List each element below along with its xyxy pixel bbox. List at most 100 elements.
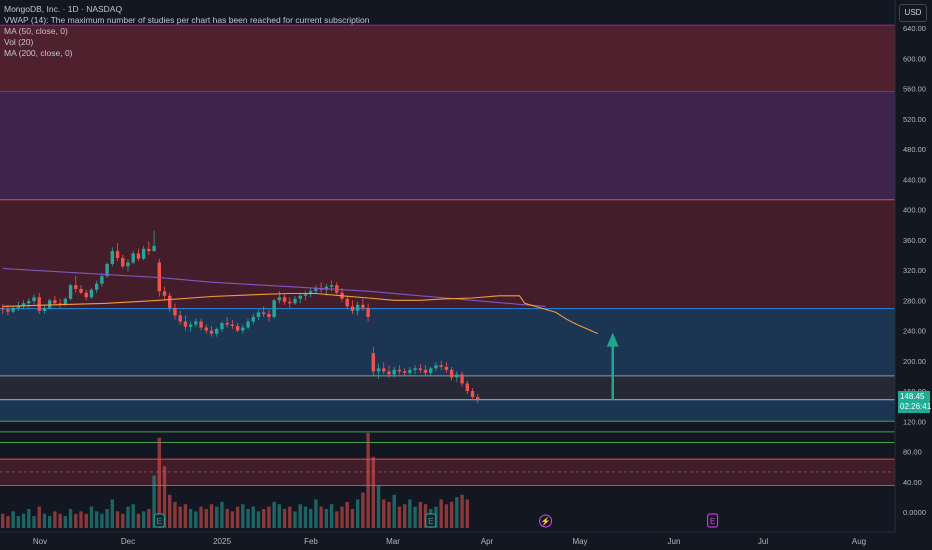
candle-body [408,369,412,373]
volume-bar [89,506,94,528]
zone-4 [0,375,895,401]
candle-body [429,368,433,373]
candle-body [47,300,52,308]
ma200-line [2,267,546,307]
x-tick-label: Dec [121,537,135,546]
zone-5 [0,400,895,422]
candle-body [366,307,370,317]
volume-bar [21,513,26,528]
candle-body [449,369,454,378]
volume-bar [131,504,135,528]
earnings-e-icon[interactable] [425,513,437,528]
candle-body [267,313,271,317]
y-tick-label: 440.00 [903,175,926,184]
volume-bar [115,511,120,528]
candle-body [147,248,151,252]
volume-bar [262,509,266,528]
volume-bar [147,509,151,528]
candle-body [262,312,266,314]
last-price-value: 148.45 [900,392,925,401]
y-tick-label: 40.00 [903,478,922,487]
volume-bar [37,506,41,528]
candle-body [235,326,240,331]
candle-body [11,307,15,312]
candle-body [225,322,229,325]
candle-body [439,365,443,367]
y-tick-label: 640.00 [903,24,926,33]
candle-body [329,285,334,287]
candle-body [282,297,287,302]
candle-body [434,365,438,369]
earnings-label: E [710,517,715,526]
volume-bar [439,499,443,528]
volume-bar [225,509,229,528]
candle-body [314,288,318,292]
volume-bar [63,516,68,528]
candle-body [115,251,120,258]
candle-body [136,253,141,259]
up-arrow-head-icon[interactable] [606,332,619,347]
volume-bar [32,516,36,528]
volume-bar [387,501,391,528]
zone-6 [0,459,895,486]
volume-bar [183,504,188,528]
candle-body [293,298,297,304]
candle-body [298,295,302,299]
candle-body [188,324,193,327]
candle-body [215,329,219,334]
candle-body [470,391,475,398]
y-tick-label: 560.00 [903,85,926,94]
y-tick-label: 480.00 [903,145,926,154]
candle-body [1,307,5,310]
last-price-countdown: 02:26:41 [900,402,932,411]
volume-bar [397,506,402,528]
candle-body [455,374,459,378]
candle-body [418,368,422,370]
volume-bar [308,509,313,528]
volume-bar [288,506,292,528]
candle-body [32,297,36,302]
candle-body [246,321,250,328]
volume-bar [194,511,198,528]
lightning-icon[interactable] [539,514,553,528]
candle-body [16,306,21,308]
y-tick-label: 600.00 [903,54,926,63]
y-tick-label: 200.00 [903,357,926,366]
candle-body [397,369,402,372]
y-tick-label: 280.00 [903,296,926,305]
currency-button[interactable]: USD [899,4,927,22]
volume-bar [350,509,355,528]
volume-bar [314,499,318,528]
candle-body [168,295,172,308]
ma50-line [2,292,599,335]
x-tick-label: Aug [852,537,866,546]
volume-bar [340,506,344,528]
earnings-e-icon[interactable] [707,513,719,528]
volume-bar [168,494,172,528]
candle-body [204,327,208,331]
zone-1 [0,91,895,200]
candle-body [21,303,26,307]
earnings-label: E [428,517,433,526]
volume-bar [53,511,57,528]
y-tick-label: 240.00 [903,327,926,336]
earnings-label: E [157,517,162,526]
volume-bar [204,509,208,528]
volume-bar [282,509,287,528]
volume-bar [79,511,83,528]
volume-bar [376,485,381,528]
earnings-e-icon[interactable] [153,513,165,528]
candle-body [141,248,146,259]
volume-bar [444,504,449,528]
candle-body [241,327,245,331]
candle-body [89,289,94,298]
volume-bar [256,511,261,528]
candle-body [413,368,417,370]
candle-body [100,276,104,284]
candle-body [303,294,308,296]
candle-body [110,251,115,265]
volume-bar [319,506,323,528]
candle-body [277,297,282,301]
